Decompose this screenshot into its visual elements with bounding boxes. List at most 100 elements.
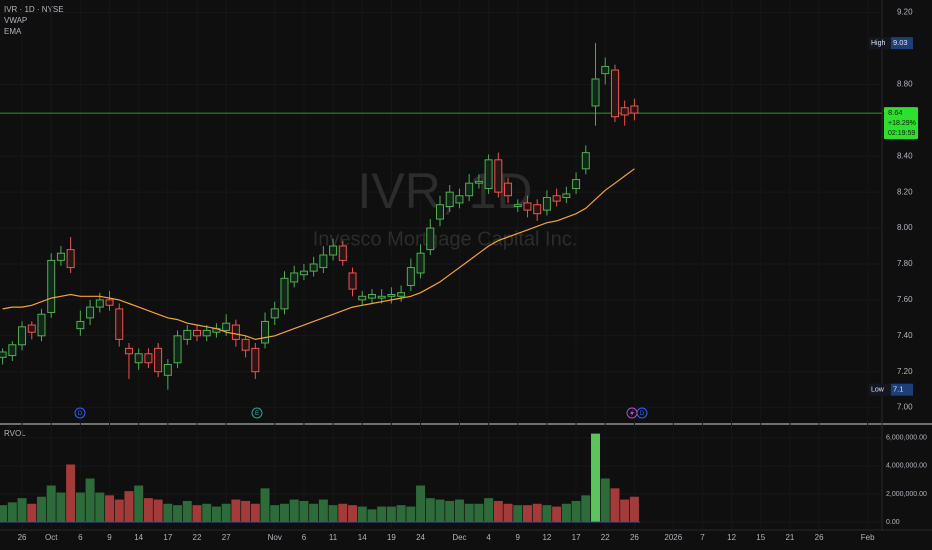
candle-body — [56, 252, 65, 261]
volume-bar — [406, 506, 416, 522]
y-tick-label: 8.40 — [897, 151, 913, 160]
event-circle — [251, 407, 263, 419]
volume-bar — [367, 509, 377, 522]
watermark-subtitle: Invesco Mortgage Capital Inc. — [313, 228, 578, 250]
volume-bar — [173, 505, 183, 522]
volume-bar — [600, 478, 610, 522]
volume-bar — [464, 503, 474, 522]
x-tick-label: 15 — [756, 533, 765, 542]
volume-bar — [105, 495, 115, 522]
chart-title: IVR · 1D · NYSE — [4, 5, 64, 14]
candle-body — [397, 292, 406, 297]
event-label: D — [78, 411, 83, 417]
last-price-value: 8.64 — [888, 108, 903, 117]
y-tick-label: 7.80 — [897, 259, 913, 268]
candle-body — [367, 294, 376, 299]
candle-body — [241, 338, 250, 351]
volume-bar — [318, 499, 328, 522]
volume-bar — [357, 506, 367, 522]
y-tick-label: 4,000,000.00 — [886, 463, 927, 470]
volume-bar — [17, 498, 27, 522]
x-tick-label: 17 — [572, 533, 581, 542]
candle-body — [377, 295, 386, 299]
badge-label: High — [871, 40, 886, 47]
y-tick-label: 9.20 — [897, 8, 913, 17]
candle-body — [309, 263, 318, 272]
volume-bar — [425, 498, 435, 522]
volume-bar — [36, 496, 46, 522]
lightning-glyph — [630, 409, 634, 417]
volume-bar — [338, 503, 348, 522]
candle-body — [542, 197, 551, 211]
badge — [869, 383, 891, 396]
badge-label: Low — [871, 387, 885, 394]
x-tick-label: 11 — [329, 533, 338, 542]
volume-bar — [95, 492, 105, 522]
candle-body — [95, 299, 104, 308]
volume-bar — [503, 503, 513, 522]
x-tick-label: 19 — [387, 533, 396, 542]
volume-bar — [163, 503, 173, 522]
candle-body — [37, 313, 46, 337]
candle-body — [484, 159, 493, 190]
candle-body — [504, 182, 513, 197]
x-tick-label: 9 — [516, 533, 521, 542]
candle-body — [552, 195, 561, 202]
x-tick-label: Nov — [268, 533, 282, 542]
volume-bar — [211, 506, 221, 522]
volume-bar — [309, 503, 319, 522]
volume-bar — [416, 485, 426, 522]
volume-bar — [7, 502, 17, 522]
volume-bar — [396, 505, 406, 522]
candle-body — [8, 344, 17, 357]
volume-bar — [522, 505, 532, 522]
x-tick-label: 12 — [727, 533, 736, 542]
indicator-label: EMA — [4, 27, 22, 36]
candle-body — [358, 295, 367, 301]
event-icon[interactable] — [626, 407, 638, 419]
x-tick-label: 22 — [601, 533, 610, 542]
volume-bar — [493, 500, 503, 522]
candle-body — [445, 191, 454, 208]
candle-body — [115, 308, 124, 340]
badge-value: 9.03 — [893, 38, 908, 47]
volume-bar — [474, 503, 484, 522]
last-price-box — [884, 107, 918, 140]
candle-body — [329, 245, 338, 256]
y-tick-label: 7.40 — [897, 331, 913, 340]
volume-bar — [56, 492, 66, 522]
candle-body — [134, 353, 143, 364]
candle-body — [610, 69, 619, 118]
candle-body — [319, 254, 328, 269]
x-tick-label: 21 — [785, 533, 794, 542]
x-tick-label: 26 — [630, 533, 639, 542]
x-tick-label: 14 — [134, 533, 143, 542]
candle-body — [455, 195, 464, 204]
volume-bar — [114, 499, 124, 522]
volume-bar — [241, 500, 251, 522]
badge-value-box — [891, 37, 913, 50]
candle-body — [416, 252, 425, 274]
y-tick-label: 6,000,000.00 — [886, 435, 927, 442]
candle-body — [348, 272, 357, 290]
volume-bar — [279, 503, 289, 522]
candle-body — [465, 182, 474, 197]
badge-value: 7.1 — [893, 385, 903, 394]
candle-body — [406, 267, 415, 287]
y-tick-label: 7.20 — [897, 367, 913, 376]
volume-bar — [260, 488, 270, 522]
x-tick-label: Oct — [45, 533, 58, 542]
volume-bar — [581, 495, 591, 522]
candle-body — [154, 347, 163, 373]
candle-body — [581, 152, 590, 170]
event-circle — [626, 407, 638, 419]
candle-body — [630, 105, 639, 114]
badge — [869, 37, 891, 50]
x-tick-label: 26 — [815, 533, 824, 542]
volume-bar — [454, 499, 464, 522]
x-tick-label: 6 — [78, 533, 83, 542]
volume-bar — [46, 485, 56, 522]
y-tick-label: 0.00 — [886, 519, 900, 526]
volume-bar — [134, 485, 144, 522]
